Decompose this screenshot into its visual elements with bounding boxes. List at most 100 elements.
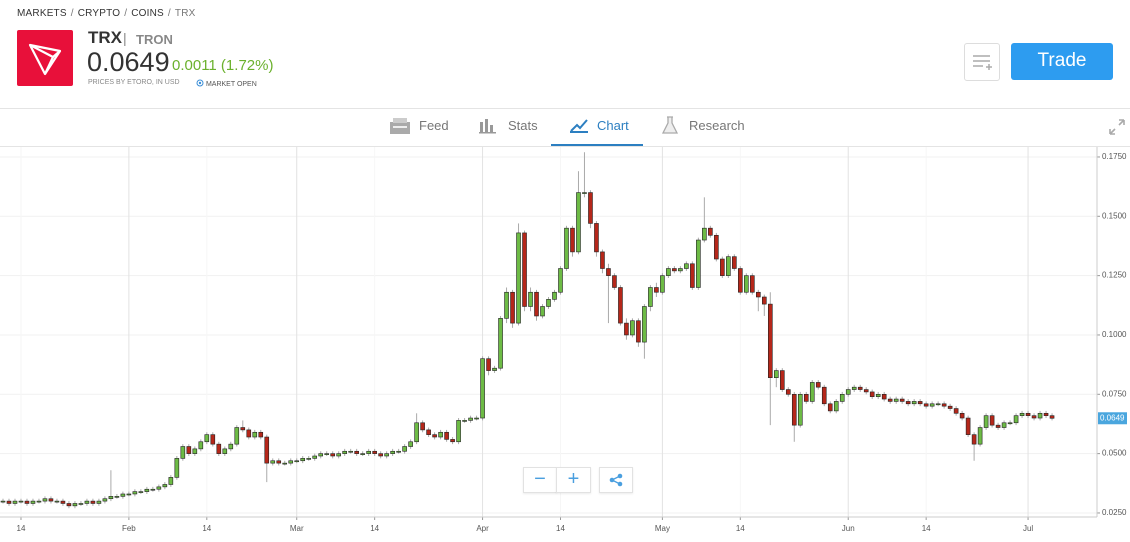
candle-body (941, 403, 947, 407)
candle-body (750, 275, 755, 293)
candle-body (546, 299, 551, 307)
candle-body (288, 460, 294, 464)
candle-body (678, 268, 683, 272)
candle-body (857, 386, 863, 390)
candle-body (839, 393, 845, 402)
candle-body (845, 389, 851, 395)
share-button[interactable] (599, 467, 633, 493)
candle-body (767, 303, 773, 378)
breadcrumb: TRX (174, 8, 196, 19)
candle-body (654, 287, 659, 293)
zoom-in-button[interactable]: + (556, 467, 591, 493)
candle-body (48, 498, 54, 502)
x-tick-label: 14 (922, 524, 931, 533)
candle-body (983, 415, 989, 428)
candle-body (552, 291, 557, 300)
candle-body (282, 462, 288, 465)
tab[interactable]: Stats (508, 118, 538, 133)
candle-body (192, 448, 198, 454)
candle-body (444, 431, 449, 440)
candle-body (294, 460, 300, 463)
price-change: 0.0011 (1.72%) (172, 57, 274, 74)
candle-body (1037, 412, 1043, 419)
candle-body (504, 291, 509, 319)
candle-body (240, 427, 246, 431)
active-tab-indicator (551, 144, 643, 147)
candle-body (408, 441, 413, 447)
candle-body (78, 503, 84, 505)
candle-body (630, 320, 635, 336)
candle-body (246, 429, 252, 438)
candle-body (989, 415, 995, 426)
candle-body (785, 389, 791, 395)
candle-body (324, 453, 330, 455)
tab[interactable]: Chart (597, 118, 629, 133)
candle-body (468, 417, 473, 421)
y-tick-label: 0.1250 (1102, 271, 1127, 280)
market-status: MARKET OPEN (196, 79, 257, 88)
candle-body (648, 287, 653, 307)
coin-logo (17, 30, 73, 86)
candle-body (827, 403, 833, 412)
breadcrumb[interactable]: CRYPTO (77, 8, 121, 19)
candle-body (893, 398, 899, 402)
candle-body (402, 446, 407, 452)
candle-body (875, 393, 881, 397)
candle-body (516, 232, 521, 324)
x-tick-label: 14 (17, 524, 26, 533)
candle-body (372, 450, 377, 454)
candle-body (570, 227, 575, 253)
candle-body (762, 296, 767, 305)
candle-body (228, 443, 234, 450)
candle-body (462, 420, 467, 422)
candle-body (336, 453, 341, 457)
candle-body (486, 358, 491, 371)
chart-icon (570, 119, 588, 133)
candle-body (222, 448, 228, 454)
candle-body (684, 263, 689, 269)
candle-body (947, 405, 953, 409)
candle-body (618, 287, 623, 324)
candle-body (1025, 412, 1031, 416)
candle-body (252, 431, 258, 438)
feed-icon (390, 118, 410, 134)
candle-body (558, 268, 563, 293)
candle-body (606, 268, 611, 276)
candle-body (666, 268, 671, 276)
candle-body (348, 450, 353, 453)
tab[interactable]: Research (689, 118, 745, 133)
candle-body (480, 358, 485, 419)
watchlist-icon (973, 55, 992, 70)
candle-body (911, 401, 917, 405)
breadcrumb[interactable]: COINS (131, 8, 164, 19)
zoom-out-button[interactable]: − (523, 467, 557, 493)
watchlist-button[interactable] (964, 43, 1000, 81)
candle-body (60, 500, 66, 504)
candle-body (216, 443, 222, 454)
candle-body (929, 403, 935, 407)
candle-body (576, 192, 581, 253)
candle-body (803, 393, 809, 402)
candle-body (935, 403, 941, 406)
candle-body (306, 458, 312, 460)
candle-body (1007, 422, 1013, 425)
candle-body (510, 291, 515, 324)
candle-body (12, 500, 18, 504)
divider (0, 146, 1130, 147)
candle-body (887, 398, 893, 402)
fullscreen-button[interactable] (1108, 118, 1126, 136)
candle-body (702, 227, 707, 241)
candle-body (726, 256, 731, 276)
candle-body (1019, 412, 1025, 416)
tab[interactable]: Feed (419, 118, 449, 133)
trade-button[interactable]: Trade (1011, 43, 1113, 80)
candle-body (114, 496, 120, 498)
breadcrumb[interactable]: MARKETS (17, 8, 67, 19)
candle-body (714, 234, 719, 260)
candle-body (0, 500, 6, 503)
candle-body (1001, 422, 1007, 428)
candle-body (132, 491, 138, 495)
status-icon (196, 79, 204, 87)
x-tick-label: May (655, 524, 670, 533)
